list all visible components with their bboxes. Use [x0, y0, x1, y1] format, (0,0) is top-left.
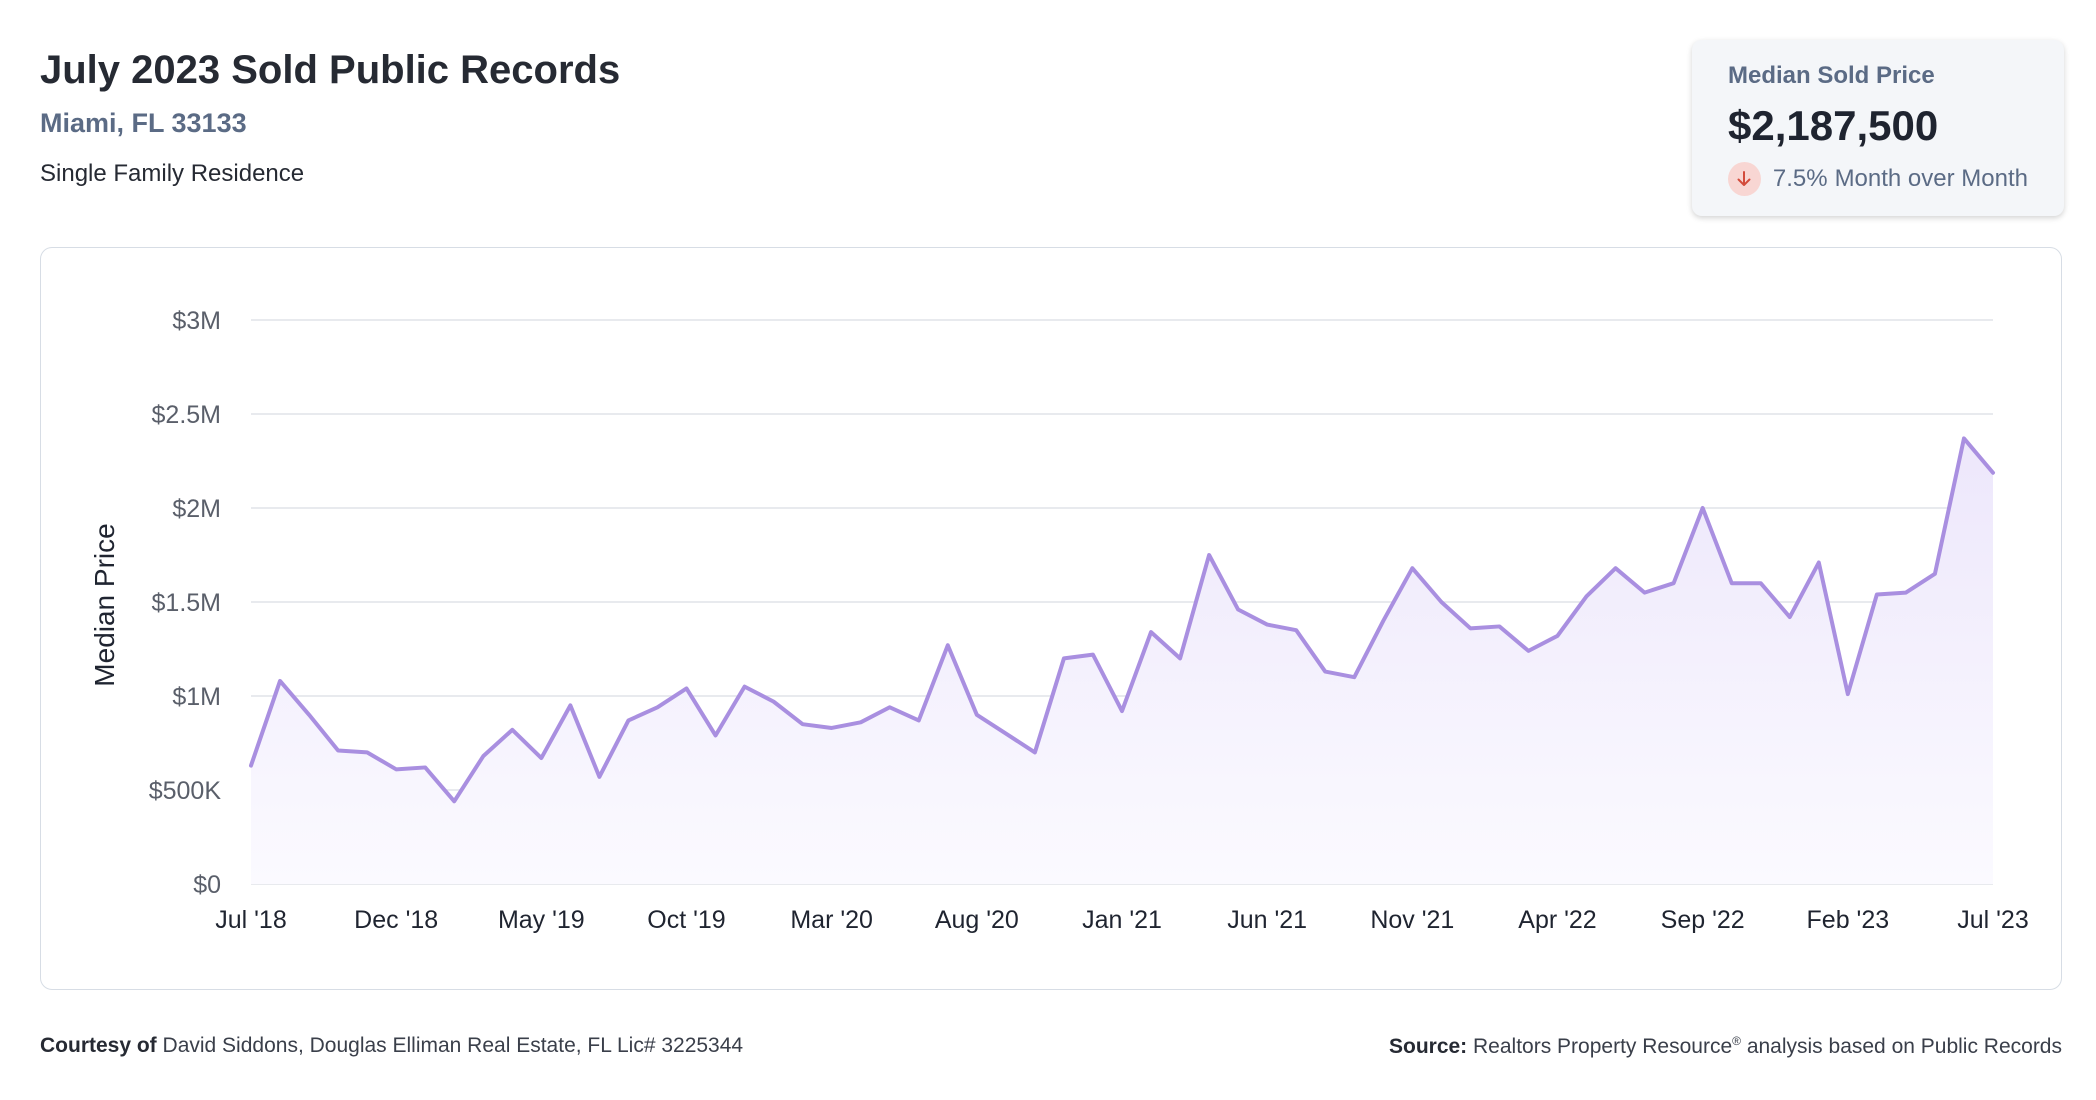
median-sold-price-card: Median Sold Price $2,187,500 7.5% Month …: [1692, 40, 2064, 216]
median-price-series-line: [249, 436, 1995, 804]
arrow-down-icon: [1728, 162, 1761, 196]
x-tick-label: Sep '22: [1661, 906, 1745, 934]
x-tick-label: Jun '21: [1227, 906, 1307, 934]
x-tick-label: Nov '21: [1370, 906, 1454, 934]
stat-value: $2,187,500: [1728, 102, 1939, 149]
stat-change: 7.5% Month over Month: [1728, 162, 2028, 196]
source-label: Source:: [1388, 1035, 1468, 1058]
x-tick-label: Apr '22: [1518, 906, 1596, 934]
median-price-chart: $0 $500K $1M $1.5M $2M $2.5M $3M Jul '18 Dec '1…: [89, 307, 2029, 934]
x-tick-label: Mar '20: [790, 906, 873, 934]
y-tick-label: $1.5M: [152, 589, 221, 617]
y-tick-label: $0: [193, 871, 221, 899]
x-tick-label: Aug '20: [935, 906, 1019, 934]
y-axis-label: Median Price: [89, 523, 120, 686]
source-footer: Source: Realtors Property Resource® anal…: [1389, 1034, 2062, 1059]
x-tick-label: May '19: [498, 906, 585, 934]
source-text: Realtors Property Resource: [1473, 1035, 1733, 1058]
x-tick-label: Feb '23: [1807, 906, 1890, 934]
y-tick-label: $500K: [149, 777, 222, 805]
y-tick-label: $2.5M: [152, 401, 221, 429]
price-area-fill: [251, 438, 1993, 884]
property-type-label: Single Family Residence: [40, 160, 305, 187]
y-tick-label: $1M: [172, 683, 221, 711]
chart-container: $0 $500K $1M $1.5M $2M $2.5M $3M Jul '18 Dec '1…: [40, 247, 2062, 990]
x-tick-label: Jul '18: [215, 906, 286, 934]
x-tick-label: Dec '18: [354, 906, 438, 934]
x-tick-label: Jul '23: [1957, 906, 2028, 934]
y-tick-label: $3M: [172, 307, 221, 335]
registered-mark: ®: [1732, 1034, 1741, 1048]
change-period: Month over Month: [1834, 165, 2028, 192]
courtesy-label: Courtesy of: [40, 1034, 157, 1057]
x-tick-label: Oct '19: [647, 906, 725, 934]
source-text-rest: analysis based on Public Records: [1746, 1035, 2062, 1058]
change-percent: 7.5%: [1772, 165, 1828, 192]
courtesy-footer: Courtesy of David Siddons, Douglas Ellim…: [40, 1034, 743, 1058]
y-tick-label: $2M: [172, 495, 221, 523]
location-label: Miami, FL 33133: [40, 108, 247, 138]
page-title: July 2023 Sold Public Records: [40, 48, 621, 92]
stat-label: Median Sold Price: [1728, 62, 1935, 89]
courtesy-text: David Siddons, Douglas Elliman Real Esta…: [162, 1034, 744, 1057]
x-tick-label: Jan '21: [1082, 906, 1162, 934]
